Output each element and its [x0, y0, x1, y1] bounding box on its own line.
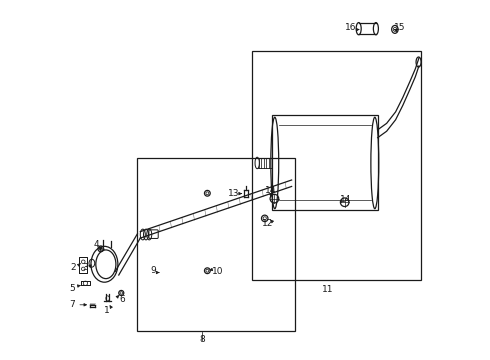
Text: 14: 14	[340, 195, 351, 204]
Text: 11: 11	[322, 285, 333, 294]
Text: 15: 15	[394, 23, 406, 32]
Text: 3: 3	[82, 264, 88, 273]
Text: 6: 6	[120, 294, 125, 303]
Text: 7: 7	[69, 300, 75, 309]
Text: 12: 12	[262, 219, 273, 228]
Text: 14: 14	[265, 186, 276, 195]
Text: 16: 16	[345, 23, 357, 32]
Text: 10: 10	[212, 267, 224, 276]
Text: 1: 1	[104, 306, 110, 315]
Text: 2: 2	[70, 264, 75, 273]
Text: 13: 13	[228, 189, 239, 198]
Text: 8: 8	[199, 335, 205, 344]
Text: 4: 4	[94, 240, 99, 249]
Text: 5: 5	[69, 284, 75, 293]
Text: 9: 9	[151, 266, 156, 275]
